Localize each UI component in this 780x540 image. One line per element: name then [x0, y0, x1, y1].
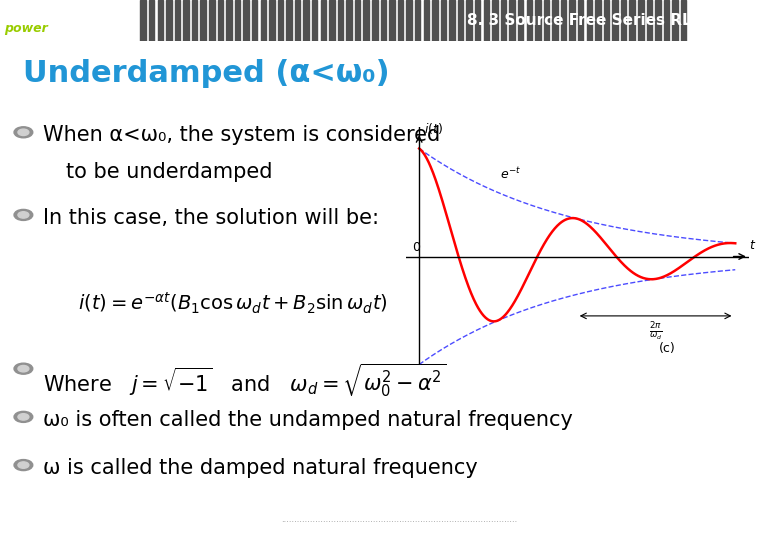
- Bar: [681, 0, 686, 40]
- Bar: [415, 0, 420, 40]
- Bar: [183, 0, 189, 40]
- Bar: [501, 0, 506, 40]
- Text: Where   $j=\sqrt{-1}$   and   $\omega_d = \sqrt{\omega_0^2 - \alpha^2}$: Where $j=\sqrt{-1}$ and $\omega_d = \sqr…: [43, 362, 446, 400]
- Circle shape: [14, 460, 33, 470]
- Bar: [338, 0, 343, 40]
- Bar: [535, 0, 541, 40]
- Bar: [166, 0, 172, 40]
- Bar: [149, 0, 154, 40]
- Circle shape: [18, 366, 29, 372]
- Bar: [629, 0, 635, 40]
- Bar: [389, 0, 395, 40]
- Bar: [252, 0, 257, 40]
- Bar: [449, 0, 455, 40]
- Text: $\frac{2\pi}{\omega_d}$: $\frac{2\pi}{\omega_d}$: [649, 320, 662, 342]
- Text: ................................................................................: ........................................…: [281, 515, 517, 524]
- Bar: [441, 0, 446, 40]
- Bar: [175, 0, 180, 40]
- Text: 12: 12: [753, 513, 772, 526]
- Bar: [578, 0, 583, 40]
- Bar: [192, 0, 197, 40]
- Bar: [424, 0, 429, 40]
- Bar: [518, 0, 523, 40]
- Bar: [303, 0, 309, 40]
- Text: 세계로 미래로: 세계로 미래로: [4, 9, 32, 16]
- Circle shape: [14, 210, 33, 220]
- Text: When α<ω₀, the system is considered: When α<ω₀, the system is considered: [43, 125, 440, 145]
- Bar: [278, 0, 283, 40]
- Bar: [544, 0, 549, 40]
- Circle shape: [18, 462, 29, 468]
- Bar: [261, 0, 266, 40]
- Bar: [595, 0, 601, 40]
- Bar: [269, 0, 275, 40]
- Bar: [432, 0, 438, 40]
- Text: Underdamped (α<ω₀): Underdamped (α<ω₀): [23, 59, 390, 88]
- Bar: [621, 0, 626, 40]
- Circle shape: [18, 129, 29, 136]
- Bar: [363, 0, 369, 40]
- Circle shape: [18, 212, 29, 218]
- Bar: [355, 0, 360, 40]
- Bar: [286, 0, 292, 40]
- Text: $t$: $t$: [749, 239, 756, 252]
- Circle shape: [14, 363, 33, 374]
- Bar: [200, 0, 206, 40]
- Circle shape: [14, 127, 33, 138]
- Text: PNU: PNU: [53, 22, 94, 37]
- Text: $i(t)$: $i(t)$: [424, 120, 443, 136]
- Text: to be underdamped: to be underdamped: [66, 162, 273, 182]
- Bar: [406, 0, 412, 40]
- Bar: [372, 0, 378, 40]
- Bar: [140, 0, 146, 40]
- Bar: [552, 0, 558, 40]
- Circle shape: [18, 414, 29, 420]
- Bar: [466, 0, 472, 40]
- Bar: [587, 0, 592, 40]
- Bar: [158, 0, 163, 40]
- Bar: [243, 0, 249, 40]
- Text: ω⁤ is called the damped natural frequency: ω⁤ is called the damped natural frequenc…: [43, 458, 477, 478]
- Bar: [321, 0, 326, 40]
- Bar: [381, 0, 386, 40]
- Text: In this case, the solution will be:: In this case, the solution will be:: [43, 208, 379, 228]
- Bar: [218, 0, 223, 40]
- Text: $e^{-t}$: $e^{-t}$: [501, 166, 522, 182]
- Bar: [346, 0, 352, 40]
- Bar: [647, 0, 652, 40]
- Bar: [664, 0, 669, 40]
- Text: power: power: [4, 22, 48, 35]
- Bar: [672, 0, 678, 40]
- Bar: [398, 0, 403, 40]
- Bar: [492, 0, 498, 40]
- Bar: [484, 0, 489, 40]
- Text: Advanced Broadcasting & Communications Lab.: Advanced Broadcasting & Communications L…: [8, 515, 271, 525]
- Bar: [526, 0, 532, 40]
- Bar: [569, 0, 575, 40]
- Bar: [312, 0, 317, 40]
- Bar: [509, 0, 515, 40]
- Bar: [638, 0, 644, 40]
- Bar: [475, 0, 480, 40]
- Bar: [226, 0, 232, 40]
- Text: (c): (c): [659, 341, 676, 355]
- Text: 8. 3 Source Free Series RLC Circuit: 8. 3 Source Free Series RLC Circuit: [467, 13, 764, 28]
- Bar: [235, 0, 240, 40]
- Bar: [329, 0, 335, 40]
- Text: ω₀ is often called the undamped natural frequency: ω₀ is often called the undamped natural …: [43, 410, 573, 430]
- Bar: [655, 0, 661, 40]
- Bar: [458, 0, 463, 40]
- Text: $i(t)=e^{-\alpha t}\left(B_1\cos\omega_d t + B_2\sin\omega_d t\right)$: $i(t)=e^{-\alpha t}\left(B_1\cos\omega_d…: [78, 291, 388, 316]
- Bar: [295, 0, 300, 40]
- Circle shape: [14, 411, 33, 422]
- Bar: [612, 0, 618, 40]
- Bar: [209, 0, 215, 40]
- Text: $0$: $0$: [413, 241, 421, 254]
- Bar: [604, 0, 609, 40]
- Bar: [561, 0, 566, 40]
